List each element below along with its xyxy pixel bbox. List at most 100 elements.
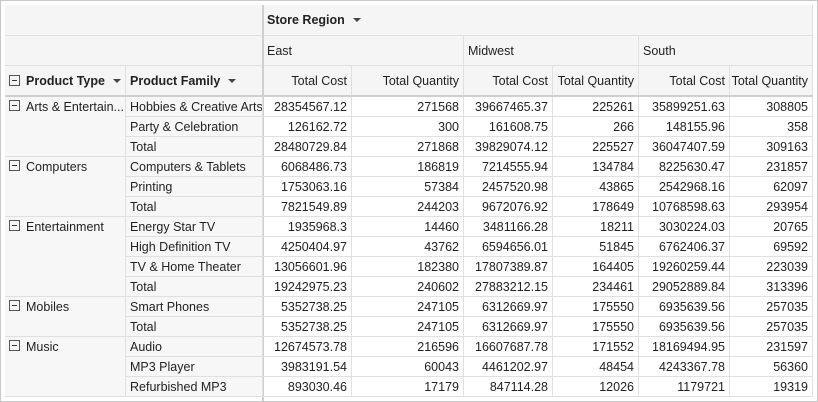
value-cell-text: 60043: [424, 359, 459, 374]
product-family: Refurbished MP3: [126, 377, 263, 397]
value-cell-text: 164405: [592, 259, 634, 274]
product-family-text: MP3 Player: [130, 359, 195, 374]
value-cell-text: 266: [613, 119, 634, 134]
value-cell: 5352738.25: [263, 297, 352, 317]
value-cell: 6312669.97: [464, 297, 553, 317]
collapse-button[interactable]: [9, 340, 20, 351]
value-cell-text: 1753063.16: [280, 179, 347, 194]
value-cell: 164405: [553, 257, 639, 277]
value-cell-text: 3983191.54: [280, 359, 347, 374]
collapse-button[interactable]: [9, 220, 20, 231]
corner: [5, 5, 263, 36]
value-cell: 18169494.95: [639, 337, 730, 357]
value-cell-text: 6935639.56: [658, 319, 725, 334]
value-cell-text: 28480729.84: [274, 139, 347, 154]
value-cell: 28480729.84: [263, 137, 352, 157]
value-cell: 231857: [730, 157, 813, 177]
product-family-text: Audio: [130, 339, 162, 354]
value-cell-text: 6312669.97: [481, 319, 548, 334]
value-cell-text: 3481166.28: [482, 219, 548, 234]
product-family-text: TV & Home Theater: [130, 259, 241, 274]
corner: [5, 36, 263, 66]
value-cell-text: 8225630.47: [658, 159, 725, 174]
product-type: Computers: [5, 157, 126, 217]
value-cell-text: 308805: [766, 99, 808, 114]
measure-header-text: Total Quantity: [557, 73, 634, 88]
value-cell: 56360: [730, 357, 813, 377]
measure-header: Total Quantity: [352, 66, 464, 96]
dropdown-arrow[interactable]: [352, 18, 361, 22]
value-cell-text: 847114.28: [489, 379, 548, 394]
value-cell: 10768598.63: [639, 197, 730, 217]
product-family-text: Total: [130, 319, 157, 334]
value-cell-text: 43762: [424, 239, 459, 254]
value-cell-text: 247105: [417, 299, 459, 314]
collapse-button[interactable]: [9, 160, 20, 171]
value-cell-text: 175550: [592, 319, 634, 334]
value-cell: 225261: [553, 97, 639, 117]
product-family: Printing: [126, 177, 263, 197]
value-cell-text: 3030224.03: [658, 219, 725, 234]
measure-header: Total Cost: [464, 66, 553, 96]
value-cell-text: 240602: [417, 279, 459, 294]
value-cell: 39667465.37: [464, 97, 553, 117]
product-family: Computers & Tablets: [126, 157, 263, 177]
product-type: Arts & Entertain...: [5, 97, 126, 157]
collapse-button[interactable]: [9, 300, 20, 311]
value-cell: 6935639.56: [639, 317, 730, 337]
row-field-text: Product Type: [26, 73, 105, 88]
product-type-text: Computers: [26, 160, 88, 174]
value-cell: 247105: [352, 297, 464, 317]
row-field-text: Product Family: [130, 73, 221, 88]
value-cell-text: 271568: [417, 99, 459, 114]
value-cell-text: 313396: [766, 279, 808, 294]
value-cell: 216596: [352, 337, 464, 357]
value-cell: 240602: [352, 277, 464, 297]
region-header-text: East: [267, 43, 293, 58]
collapse-button[interactable]: [9, 100, 20, 111]
value-cell: 175550: [553, 317, 639, 337]
value-cell-text: 62097: [773, 179, 808, 194]
value-cell: 16607687.78: [464, 337, 553, 357]
value-cell-text: 7214555.94: [481, 159, 548, 174]
measure-header-text: Total Quantity: [382, 73, 459, 88]
value-cell-text: 28354567.12: [274, 99, 347, 114]
region-header: Midwest: [464, 36, 639, 66]
value-cell-text: 17807389.87: [475, 259, 548, 274]
value-cell: 14460: [352, 217, 464, 237]
collapse-button[interactable]: [9, 75, 20, 86]
value-cell: 7821549.89: [263, 197, 352, 217]
measure-header: Total Cost: [263, 66, 352, 96]
value-cell: 271868: [352, 137, 464, 157]
product-type: Mobiles: [5, 297, 126, 337]
value-cell-text: 6594656.01: [481, 239, 548, 254]
value-cell-text: 171552: [592, 339, 634, 354]
value-cell: 28354567.12: [263, 97, 352, 117]
value-cell-text: 225527: [592, 139, 634, 154]
product-family-text: Total: [130, 139, 157, 154]
dropdown-arrow[interactable]: [112, 78, 121, 83]
value-cell: 5352738.25: [263, 317, 352, 337]
value-cell: 43762: [352, 237, 464, 257]
value-cell: 308805: [730, 97, 813, 117]
product-family: MP3 Player: [126, 357, 263, 377]
value-cell-text: 2457520.98: [481, 179, 548, 194]
value-cell-text: 29052889.84: [652, 279, 725, 294]
value-cell-text: 12026: [599, 379, 634, 394]
value-cell: 893030.46: [263, 377, 352, 397]
value-cell-text: 223039: [766, 259, 808, 274]
value-cell-text: 27883212.15: [475, 279, 548, 294]
product-family-text: Smart Phones: [130, 299, 210, 314]
dropdown-arrow[interactable]: [228, 78, 237, 83]
product-family-text: Refurbished MP3: [130, 379, 227, 394]
value-cell: 309163: [730, 137, 813, 157]
value-cell-text: 43865: [599, 179, 634, 194]
value-cell-text: 4250404.97: [280, 239, 347, 254]
value-cell: 300: [352, 117, 464, 137]
value-cell: 2457520.98: [464, 177, 553, 197]
product-family-text: Computers & Tablets: [130, 159, 246, 174]
value-cell: 8225630.47: [639, 157, 730, 177]
value-cell: 244203: [352, 197, 464, 217]
product-type-text: Arts & Entertain...: [26, 100, 124, 114]
value-cell: 12674573.78: [263, 337, 352, 357]
